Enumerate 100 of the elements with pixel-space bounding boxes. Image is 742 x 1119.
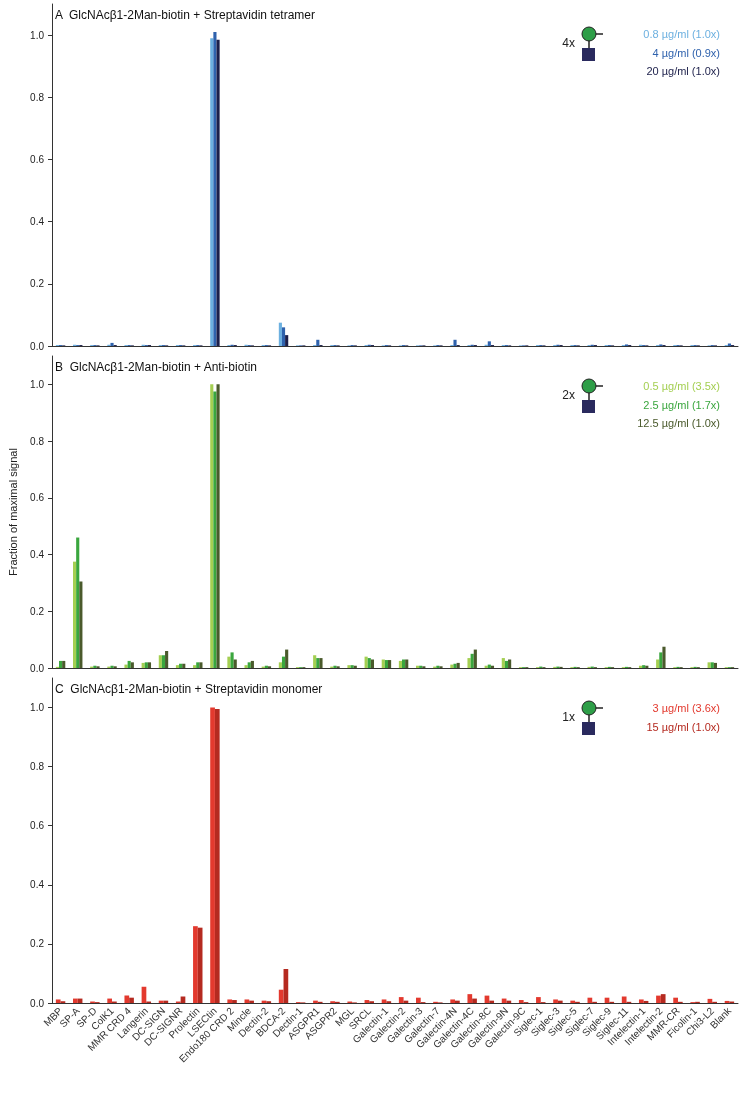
bar	[278, 662, 282, 668]
bar	[557, 1000, 563, 1003]
bar	[313, 1000, 318, 1003]
bar	[381, 999, 387, 1003]
bar	[213, 31, 217, 346]
bar	[216, 39, 220, 346]
bar	[281, 327, 286, 346]
bar	[453, 339, 457, 346]
bar	[638, 999, 644, 1003]
bar	[659, 652, 663, 668]
y-tick-label: 0.8	[30, 761, 45, 773]
text: 20 µg/ml (1.0x)	[646, 65, 720, 77]
bar	[161, 655, 166, 668]
bar	[470, 653, 474, 668]
annotation: 2x	[562, 388, 575, 402]
bar	[472, 998, 477, 1003]
bar	[473, 649, 477, 668]
bar	[621, 996, 627, 1003]
bar	[175, 665, 180, 668]
bar	[216, 384, 220, 668]
bar	[244, 999, 250, 1003]
text: 12.5 µg/ml (1.0x)	[637, 417, 720, 429]
bar	[73, 561, 77, 668]
chart-title: A GlcNAcβ1-2Man-biotin + Streptavidin tetramer	[55, 8, 316, 22]
y-tick-label: 0.0	[30, 662, 45, 674]
text: 0.5 µg/ml (3.5x)	[643, 380, 720, 392]
bar	[227, 656, 231, 668]
text: 3 µg/ml (3.6x)	[652, 702, 720, 714]
y-tick-label: 1.0	[30, 29, 45, 41]
bar	[416, 997, 421, 1003]
y-tick-label: 0.4	[30, 879, 45, 891]
y-tick-label: 0.2	[30, 605, 45, 617]
y-tick-label: 0.0	[30, 997, 45, 1009]
y-tick-label: 0.8	[30, 91, 45, 103]
bar	[285, 335, 289, 346]
bar	[147, 662, 152, 668]
bar	[570, 1000, 576, 1003]
bar	[504, 660, 509, 668]
y-tick-label: 0.6	[30, 153, 45, 165]
bar	[163, 1000, 169, 1003]
bar	[536, 997, 541, 1003]
y-tick-label: 0.4	[30, 216, 45, 228]
bar	[79, 581, 83, 668]
bar	[281, 656, 286, 668]
bar	[489, 1000, 495, 1003]
bar	[455, 1000, 460, 1003]
annotation: 1x	[562, 710, 575, 724]
bar	[129, 997, 134, 1003]
bar	[398, 997, 404, 1003]
bar	[506, 1000, 512, 1003]
y-axis-title: Fraction of maximal signal	[6, 448, 19, 576]
y-tick-label: 0.2	[30, 278, 45, 290]
bar	[518, 1000, 524, 1003]
y-tick-label: 0.2	[30, 938, 45, 950]
bar	[450, 999, 456, 1003]
y-tick-label: 1.0	[30, 702, 45, 714]
text: 4 µg/ml (0.9x)	[652, 46, 720, 59]
bar	[278, 322, 282, 346]
bar	[249, 1000, 254, 1003]
bar	[388, 660, 392, 668]
bar	[233, 659, 237, 668]
bar	[227, 999, 233, 1003]
y-tick-label: 0.6	[30, 492, 45, 504]
bar	[553, 999, 558, 1003]
bar	[656, 659, 660, 668]
chart-title: B GlcNAcβ1-2Man-biotin + Anti-biotin	[55, 360, 257, 374]
text: 2.5 µg/ml (1.7x)	[643, 398, 720, 411]
bar	[316, 339, 320, 346]
text: 15 µg/ml (1.0x)	[646, 720, 720, 733]
bar	[193, 926, 198, 1003]
bar	[656, 995, 661, 1003]
bar	[210, 38, 214, 346]
chart-title: C GlcNAcβ1-2Man-biotin + Streptavidin monomer	[55, 682, 323, 696]
bar	[232, 1000, 237, 1003]
bar	[673, 997, 678, 1003]
y-tick-label: 0.4	[30, 549, 45, 561]
y-tick-label: 1.0	[30, 378, 45, 390]
bar	[398, 660, 402, 668]
bar	[501, 658, 505, 668]
bar	[165, 650, 169, 668]
bar	[285, 649, 289, 668]
bar	[230, 652, 234, 668]
bar	[214, 709, 220, 1003]
bar	[76, 537, 80, 668]
annotation: 4x	[562, 36, 575, 50]
bar	[55, 999, 61, 1003]
bar	[508, 659, 512, 668]
bar	[660, 994, 666, 1003]
bar	[662, 646, 666, 668]
bar	[124, 664, 128, 668]
y-tick-label: 0.0	[30, 340, 45, 352]
bar	[124, 995, 130, 1003]
y-tick-label: 0.6	[30, 820, 45, 832]
bar	[210, 707, 215, 1003]
bar	[213, 391, 217, 668]
bar	[467, 994, 473, 1003]
bar	[467, 658, 471, 668]
bar	[107, 998, 113, 1003]
text: 0.8 µg/ml (1.0x)	[643, 28, 720, 40]
y-tick-label: 0.8	[30, 435, 45, 447]
